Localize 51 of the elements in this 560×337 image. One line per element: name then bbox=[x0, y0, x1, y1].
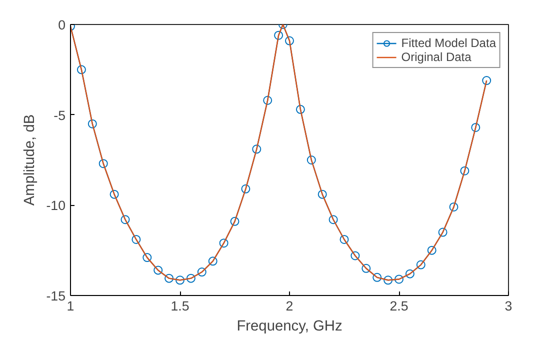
point bbox=[274, 30, 284, 40]
point bbox=[176, 276, 184, 285]
point bbox=[76, 65, 86, 74]
x-axis-title: Frequency, GHz bbox=[236, 318, 342, 334]
point bbox=[120, 215, 130, 224]
x-tick-label: 2.5 bbox=[390, 298, 408, 314]
y-axis-title: Amplitude, dB bbox=[22, 114, 38, 206]
point bbox=[427, 246, 436, 255]
point bbox=[252, 144, 262, 154]
point bbox=[164, 274, 174, 283]
x-tick-label: 1.5 bbox=[170, 298, 190, 314]
point bbox=[372, 272, 382, 282]
point bbox=[416, 260, 426, 270]
point bbox=[110, 190, 119, 199]
point bbox=[394, 274, 404, 284]
point bbox=[142, 253, 152, 262]
point bbox=[263, 96, 272, 105]
point bbox=[350, 251, 360, 260]
y-tick-label: -10 bbox=[46, 198, 66, 214]
point bbox=[98, 159, 108, 168]
point bbox=[296, 104, 305, 114]
point bbox=[197, 268, 206, 277]
point bbox=[132, 235, 141, 244]
x-tick-label: 1 bbox=[66, 298, 74, 314]
point bbox=[285, 36, 294, 46]
point bbox=[306, 156, 316, 164]
point bbox=[384, 276, 393, 285]
legend-label: Original Data bbox=[401, 50, 472, 64]
point bbox=[340, 235, 349, 244]
point bbox=[405, 269, 414, 278]
point bbox=[449, 202, 458, 212]
point bbox=[241, 184, 250, 194]
y-tick-label: -15 bbox=[46, 288, 66, 304]
point bbox=[88, 119, 97, 128]
point bbox=[471, 122, 480, 132]
y-tick-label: 0 bbox=[58, 18, 66, 32]
point bbox=[328, 215, 338, 224]
x-tick-label: 3 bbox=[504, 298, 512, 314]
point bbox=[362, 264, 371, 273]
y-tick-label: -5 bbox=[54, 108, 66, 123]
point bbox=[219, 238, 228, 248]
point bbox=[460, 166, 470, 176]
point bbox=[482, 76, 492, 85]
point bbox=[318, 190, 327, 199]
point bbox=[154, 266, 163, 275]
legend-label: Fitted Model Data bbox=[401, 36, 496, 50]
x-tick-label: 2 bbox=[286, 298, 294, 314]
point bbox=[186, 274, 196, 283]
point bbox=[208, 256, 218, 266]
point bbox=[230, 216, 240, 226]
point bbox=[438, 228, 448, 237]
